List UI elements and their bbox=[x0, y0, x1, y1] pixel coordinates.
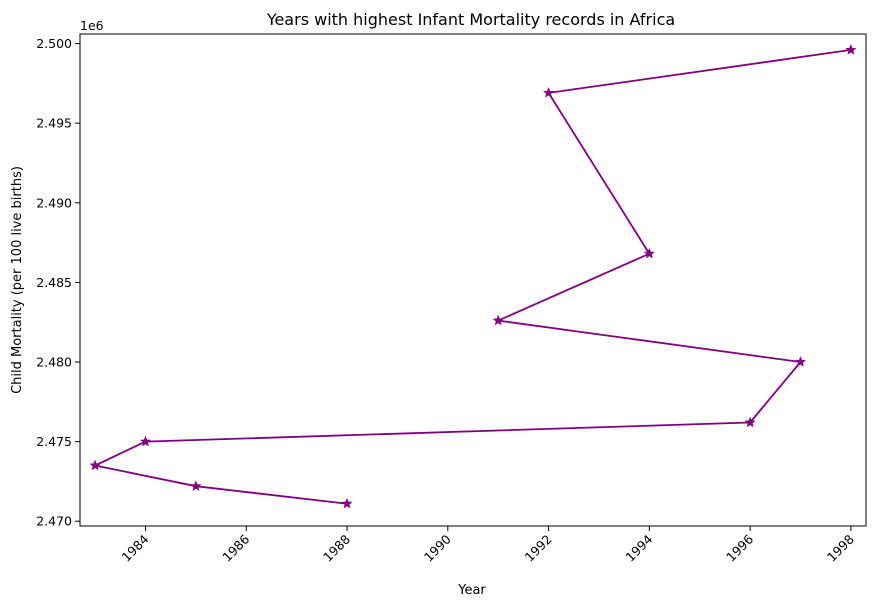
x-tick-label: 1998 bbox=[824, 531, 857, 564]
data-point-star bbox=[190, 480, 202, 491]
y-tick-label: 2.480 bbox=[36, 355, 72, 370]
y-tick-label: 2.500 bbox=[36, 36, 72, 51]
x-tick-label: 1990 bbox=[421, 531, 454, 564]
series-line bbox=[94, 49, 852, 505]
plot-area bbox=[89, 44, 857, 509]
data-point-star bbox=[492, 314, 504, 326]
x-axis-label: Year bbox=[457, 583, 486, 598]
plot-frame bbox=[79, 33, 867, 527]
x-tick-label: 1996 bbox=[723, 531, 756, 564]
data-point-star bbox=[543, 87, 555, 98]
data-point-star bbox=[341, 497, 353, 509]
y-tick-label: 2.485 bbox=[36, 275, 72, 290]
data-point-star bbox=[845, 44, 857, 55]
data-point-star bbox=[744, 416, 756, 428]
data-point-star bbox=[89, 459, 101, 471]
y-tick-label: 2.470 bbox=[36, 514, 72, 529]
y-tick-label: 2.490 bbox=[36, 195, 72, 210]
y-axis-label: Child Mortality (per 100 live births) bbox=[10, 166, 25, 394]
x-tick-label: 1984 bbox=[119, 531, 152, 564]
y-axis: 2.470 2.475 2.480 2.485 2.490 2.495 2.500 bbox=[36, 36, 80, 529]
x-axis: 1984 1986 1988 1990 1992 1994 1996 1998 bbox=[119, 526, 857, 565]
y-tick-label: 2.495 bbox=[36, 116, 72, 131]
x-tick-label: 1986 bbox=[219, 531, 252, 564]
data-point-star bbox=[643, 247, 655, 259]
y-offset-label: 1e6 bbox=[80, 18, 104, 33]
data-point-star bbox=[139, 435, 152, 447]
data-point-star bbox=[794, 356, 807, 367]
chart-title: Years with highest Infant Mortality reco… bbox=[266, 10, 675, 29]
x-tick-label: 1992 bbox=[522, 532, 555, 565]
x-tick-label: 1994 bbox=[622, 531, 655, 564]
y-tick-label: 2.475 bbox=[36, 434, 72, 449]
x-tick-label: 1988 bbox=[320, 531, 353, 564]
